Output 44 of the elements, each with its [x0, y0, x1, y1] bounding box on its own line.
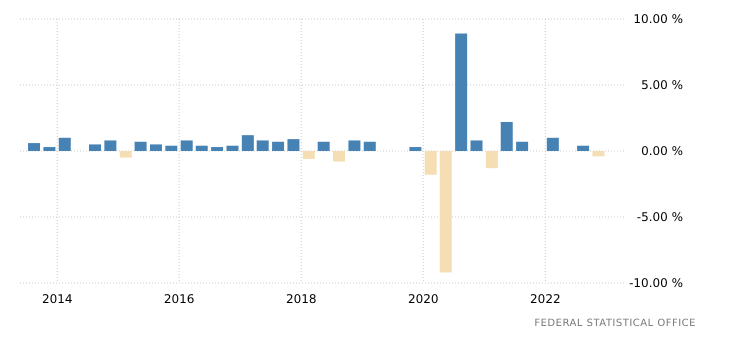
y-tick-label: 5.00 %	[641, 78, 683, 92]
bar	[211, 147, 224, 151]
x-tick-label: 2018	[286, 292, 317, 306]
bar	[104, 140, 116, 151]
bar	[58, 138, 71, 151]
text: FEDERAL STATISTICAL OFFICE	[534, 318, 696, 329]
bar	[348, 140, 360, 151]
bar	[302, 151, 315, 159]
bar	[134, 142, 147, 151]
x-tick-label: 2014	[42, 292, 73, 306]
bar	[318, 142, 330, 151]
y-tick-label: -10.00 %	[629, 276, 683, 290]
bar	[226, 146, 238, 151]
bar	[89, 144, 101, 151]
bar	[455, 34, 468, 151]
bar	[486, 151, 498, 168]
bar	[440, 151, 452, 272]
x-tick-label: 2022	[530, 292, 561, 306]
y-tick-label: -5.00 %	[636, 210, 683, 224]
bar	[287, 139, 300, 151]
bar	[272, 142, 284, 151]
bar	[150, 144, 162, 151]
y-tick-label: 0.00 %	[641, 144, 683, 158]
bar	[256, 140, 269, 151]
x-tick-label: 2016	[164, 292, 194, 306]
bar	[120, 151, 132, 158]
x-tick-label: 2020	[408, 292, 438, 306]
bar	[43, 147, 56, 151]
bar	[577, 146, 590, 151]
bar	[165, 146, 178, 151]
bar	[333, 151, 346, 162]
bar	[470, 140, 483, 151]
bar	[424, 151, 437, 175]
bar	[592, 151, 604, 156]
bar	[180, 140, 193, 151]
bar	[409, 147, 422, 151]
bar	[28, 143, 40, 151]
bar	[196, 146, 208, 151]
bar	[516, 142, 528, 151]
bar	[242, 135, 254, 151]
bar	[546, 138, 559, 151]
bar	[500, 122, 513, 151]
y-tick-label: 10.00 %	[633, 12, 683, 26]
bar	[364, 142, 376, 151]
